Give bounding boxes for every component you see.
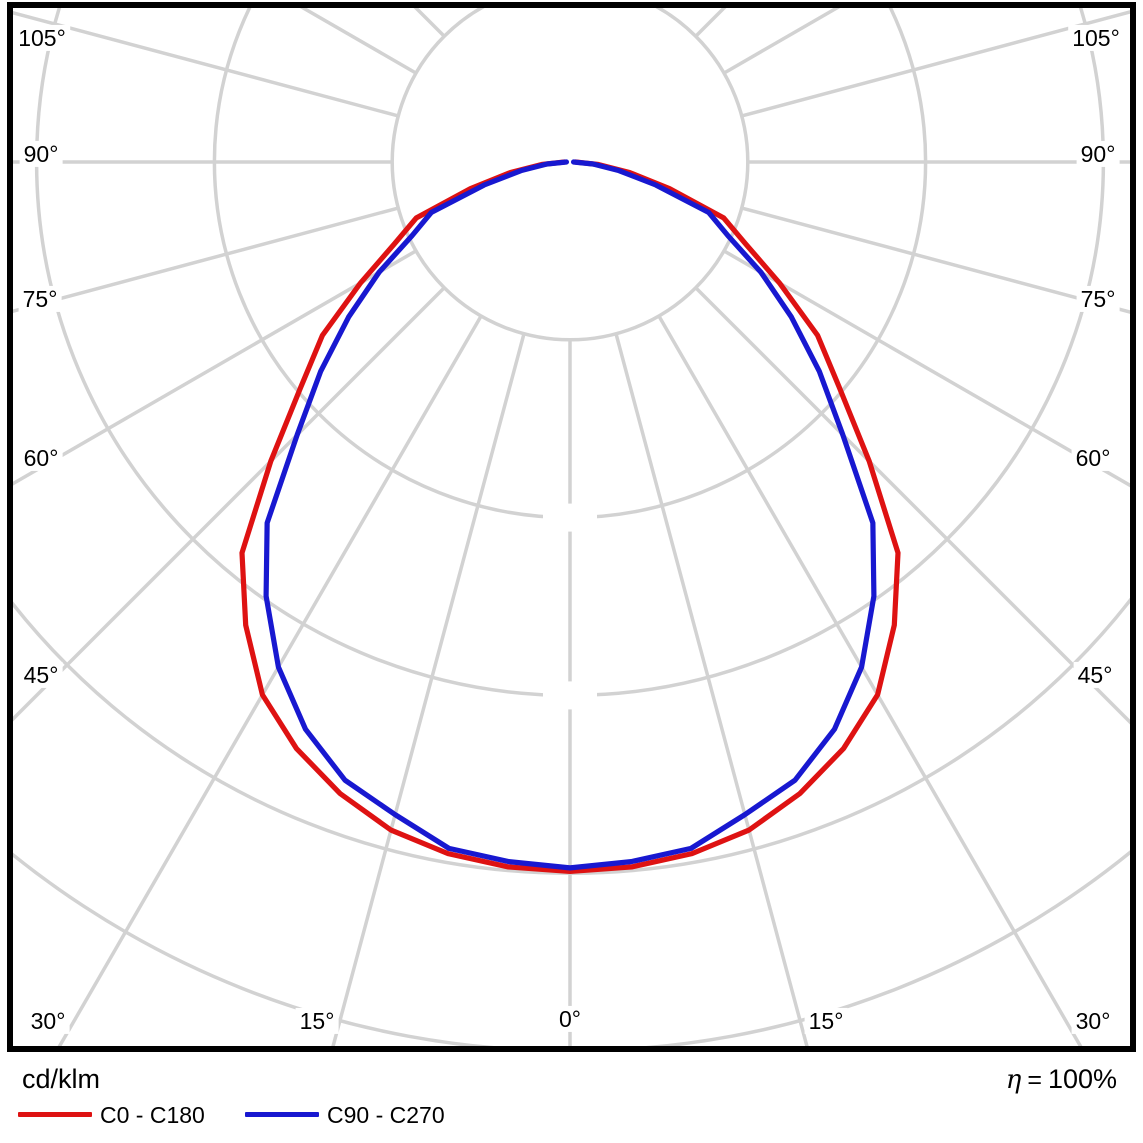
legend-swatch-c90-c270	[245, 1112, 319, 1117]
chart-frame	[7, 2, 1136, 1052]
polar-grid-spoke-30	[657, 315, 1083, 1046]
angle-label: 90°	[1076, 140, 1120, 168]
angle-label: 30°	[1071, 1007, 1115, 1035]
polar-grid-spoke--30	[57, 315, 483, 1046]
polar-grid-spoke-105	[741, 10, 1130, 118]
polar-grid-ring-1	[390, 8, 750, 342]
legend-item-c0-c180: C0 - C180	[18, 1101, 238, 1128]
ring-value-slot	[543, 503, 597, 532]
angle-label: 60°	[1071, 444, 1115, 472]
eta-value: 100%	[1047, 1064, 1117, 1094]
curve-c0-c180	[239, 159, 901, 875]
curve-c90-c270	[263, 159, 877, 871]
angle-label: 75°	[18, 285, 62, 313]
polar-grid-spoke--105	[13, 10, 399, 118]
angle-label: 75°	[1076, 285, 1120, 313]
angle-label: 15°	[295, 1007, 339, 1035]
light-output-ratio: η = 100%	[1006, 1064, 1117, 1095]
angle-label: 0°	[555, 1005, 585, 1033]
legend-label-c0-c180: C0 - C180	[100, 1102, 205, 1128]
legend-swatch-c0-c180	[18, 1112, 92, 1117]
polar-grid-spoke-75	[741, 206, 1130, 314]
angle-label: 105°	[1068, 24, 1124, 52]
polar-grid-spoke--15	[331, 333, 526, 1046]
legend-item-c90-c270: C90 - C270	[245, 1101, 475, 1128]
units-label: cd/klm	[22, 1064, 101, 1094]
eta-symbol: η	[1005, 1065, 1022, 1095]
angle-label: 30°	[26, 1007, 70, 1035]
polar-grid-spoke--45	[13, 286, 446, 722]
eta-operator: =	[1027, 1066, 1042, 1094]
polar-grid-spoke--75	[13, 206, 399, 314]
angle-label: 45°	[1073, 661, 1117, 689]
polar-grid-spoke-45	[694, 286, 1130, 725]
angle-label: 45°	[19, 661, 63, 689]
polar-grid-spoke-60	[723, 249, 1130, 488]
legend-label-c90-c270: C90 - C270	[327, 1102, 445, 1128]
angle-label: 90°	[19, 140, 63, 168]
angle-label: 60°	[19, 444, 63, 472]
angle-label: 15°	[804, 1007, 848, 1035]
polar-grid-spoke-15	[614, 333, 809, 1046]
polar-grid-spoke--60	[13, 249, 417, 486]
ring-value-slot	[543, 681, 597, 710]
angle-label: 105°	[14, 24, 70, 52]
